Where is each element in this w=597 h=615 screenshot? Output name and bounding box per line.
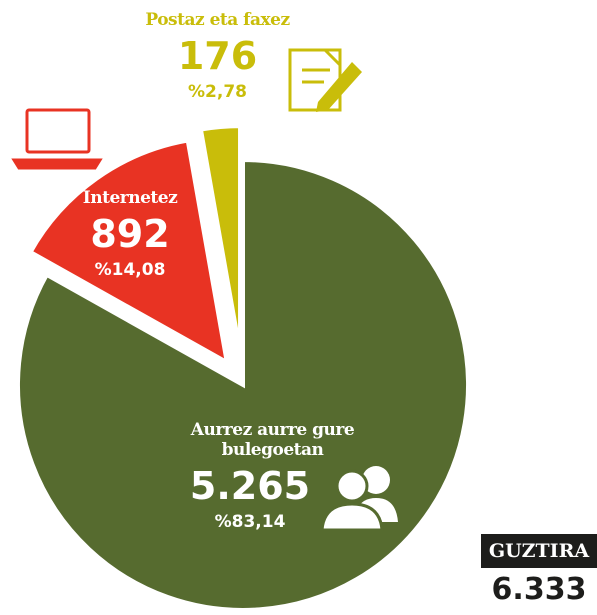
pie-slice: [198, 124, 243, 352]
pie-slice: [27, 138, 230, 366]
value-label: 176: [177, 34, 258, 78]
category-label: Internetez: [82, 188, 178, 208]
percent-label: %14,08: [94, 260, 166, 280]
category-label: Postaz eta faxez: [145, 10, 290, 30]
people-icon: [320, 466, 398, 532]
percent-label: %2,78: [188, 82, 247, 102]
percent-label: %83,14: [214, 512, 286, 532]
laptop-icon: [11, 108, 103, 170]
total-value: 6.333: [491, 572, 587, 607]
document-icon: [288, 48, 362, 112]
value-label: 892: [90, 212, 170, 256]
total-label: GUZTIRA: [481, 534, 597, 568]
value-label: 5.265: [189, 464, 311, 508]
category-label: Aurrez aurre gure bulegoetan: [190, 420, 355, 460]
